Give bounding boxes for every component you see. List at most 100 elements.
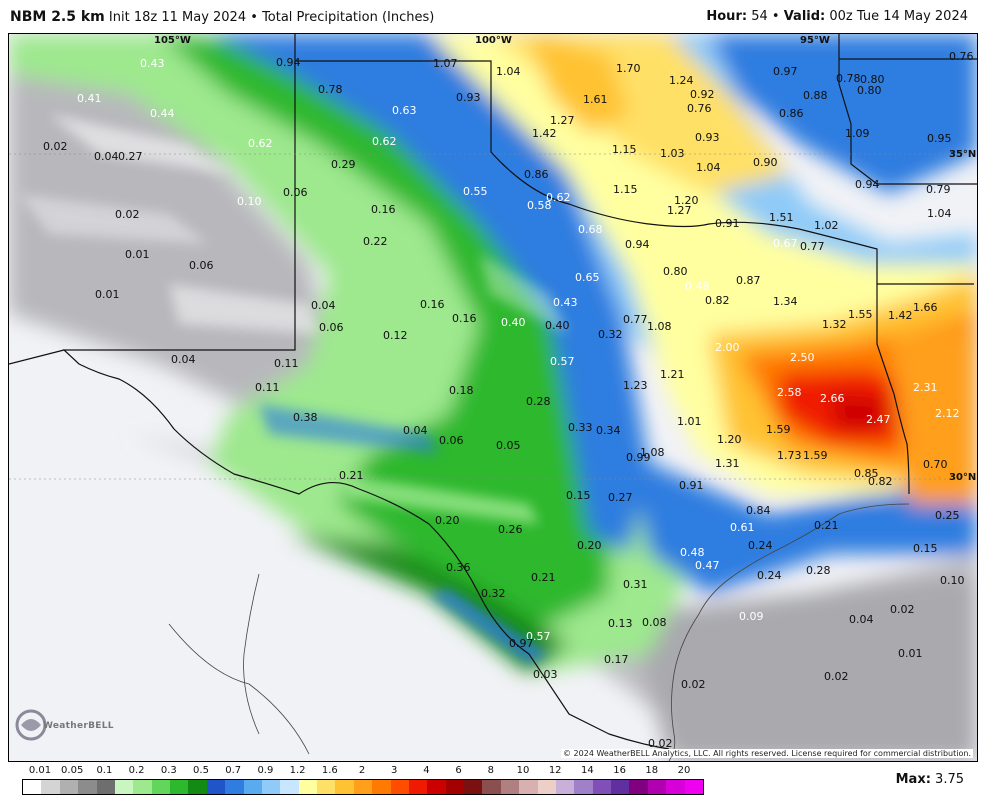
value-label: 2.50 xyxy=(790,351,815,364)
value-label: 0.67 xyxy=(773,237,798,250)
colorbar-swatch xyxy=(427,780,446,794)
colorbar-swatch xyxy=(114,780,134,794)
coastline xyxy=(168,503,910,761)
colorbar-tick-label: 12 xyxy=(548,765,562,776)
value-label: 0.21 xyxy=(531,571,556,584)
value-label: 0.44 xyxy=(150,107,175,120)
value-label: 1.31 xyxy=(715,457,740,470)
colorbar-tick-label: 0.3 xyxy=(160,765,177,776)
value-label: 1.51 xyxy=(769,211,794,224)
value-label: 0.16 xyxy=(452,312,477,325)
value-label: 1.70 xyxy=(616,62,641,75)
model-name: NBM 2.5 km xyxy=(10,9,105,25)
texas-louisiana-border xyxy=(876,284,910,495)
colorbar-tick-label: 0.5 xyxy=(193,765,209,776)
colorbar-tick-label: 0.1 xyxy=(96,765,113,776)
colorbar-tick-label: 3 xyxy=(391,765,398,776)
value-label: 0.04 xyxy=(171,353,196,366)
hour-label: Hour: xyxy=(706,9,748,24)
value-label: 0.08 xyxy=(642,616,667,629)
colorbar-swatch xyxy=(317,780,336,794)
colorbar-tick-label: 8 xyxy=(487,765,494,776)
value-label: 0.11 xyxy=(274,357,299,370)
value-label: 2.00 xyxy=(715,341,740,354)
value-label: 0.24 xyxy=(748,539,773,552)
colorbar-swatch xyxy=(500,780,520,794)
hour-value: 54 xyxy=(751,9,768,24)
colorbar-swatch xyxy=(611,780,630,794)
gulf-coastline xyxy=(668,503,910,761)
value-label: 0.09 xyxy=(739,610,764,623)
value-label: 0.43 xyxy=(140,57,165,70)
value-label: 0.61 xyxy=(730,521,755,534)
value-label: 0.12 xyxy=(383,329,408,342)
precip-streaks xyxy=(19,114,569,664)
value-label: 1.02 xyxy=(814,219,839,232)
value-label: 0.85 xyxy=(854,467,879,480)
value-label: 0.68 xyxy=(578,223,603,236)
colorbar-swatch xyxy=(261,780,281,794)
value-label: 0.21 xyxy=(339,469,364,482)
product-name: Total Precipitation (Inches) xyxy=(262,10,435,25)
value-label: 0.80 xyxy=(857,84,882,97)
map-title: NBM 2.5 km Init 18z 11 May 2024 • Total … xyxy=(10,9,434,25)
value-label: 0.16 xyxy=(420,298,445,311)
value-label: 1.04 xyxy=(496,65,521,78)
colorbar-tick-label: 16 xyxy=(613,765,626,776)
value-label: 0.41 xyxy=(77,92,102,105)
value-label: 0.82 xyxy=(705,294,730,307)
colorbar-swatch xyxy=(537,780,556,794)
value-label: 0.28 xyxy=(526,395,551,408)
colorbar-swatch xyxy=(23,780,42,794)
value-label: 1.27 xyxy=(550,114,575,127)
value-label: 2.58 xyxy=(777,386,802,399)
weatherbell-logo: WeatherBELL xyxy=(15,707,114,743)
colorbar-swatch xyxy=(41,780,60,794)
valid-value: 00z Tue 14 May 2024 xyxy=(829,9,968,24)
value-label: 0.29 xyxy=(331,158,356,171)
value-label: 0.13 xyxy=(608,617,633,630)
value-label: 1.01 xyxy=(677,415,702,428)
colorbar-swatch xyxy=(372,780,391,794)
colorbar-swatch xyxy=(170,780,189,794)
colorbar-tick-label: 0.2 xyxy=(128,765,145,776)
value-label: 0.78 xyxy=(318,83,343,96)
colorbar-swatch xyxy=(574,780,593,794)
init-time: Init 18z 11 May 2024 xyxy=(108,10,247,25)
colorbar-tick-label: 2 xyxy=(358,765,366,776)
value-label: 0.87 xyxy=(736,274,761,287)
value-label: 0.55 xyxy=(463,185,488,198)
valid-separator: • xyxy=(771,9,780,24)
value-label: 0.04 xyxy=(849,613,874,626)
value-label: 0.06 xyxy=(439,434,464,447)
colorbar-tick-label: 20 xyxy=(677,765,691,776)
value-label: 0.76 xyxy=(949,50,974,63)
lat-lon-grid xyxy=(9,153,977,480)
value-label: 1.34 xyxy=(773,295,798,308)
colorbar-swatch xyxy=(555,780,575,794)
value-label: 1.59 xyxy=(803,449,828,462)
value-label: 0.02 xyxy=(43,140,68,153)
value-label: 2.66 xyxy=(820,392,845,405)
value-label: 0.97 xyxy=(773,65,798,78)
value-label: 0.24 xyxy=(757,569,782,582)
value-label: 0.70 xyxy=(923,458,948,471)
value-label: 0.86 xyxy=(524,168,549,181)
value-label: 0.58 xyxy=(527,199,552,212)
colorbar-swatch xyxy=(188,780,207,794)
value-label: 0.03 xyxy=(533,668,558,681)
texas-west-border xyxy=(62,61,670,750)
value-label: 0.26 xyxy=(498,523,523,536)
colorbar-swatch xyxy=(280,780,299,794)
colorbar-ticks: 0.01 0.05 0.1 0.2 0.3 0.5 0.7 0.9 1.2 1.6 2 3 4 6 8 10 1… xyxy=(22,765,702,777)
value-label: 0.04 xyxy=(311,299,336,312)
colorbar-tick-label: 18 xyxy=(645,765,659,776)
colorbar-tick-label: 0.01 xyxy=(28,765,52,776)
value-label: 0.91 xyxy=(679,479,704,492)
colorbar-swatch xyxy=(390,780,409,794)
value-label: 2.47 xyxy=(866,413,891,426)
max-label: Max: xyxy=(895,772,931,787)
value-label: 0.99 xyxy=(626,451,651,464)
value-label: 0.28 xyxy=(806,564,831,577)
value-label: 0.40 xyxy=(501,316,526,329)
